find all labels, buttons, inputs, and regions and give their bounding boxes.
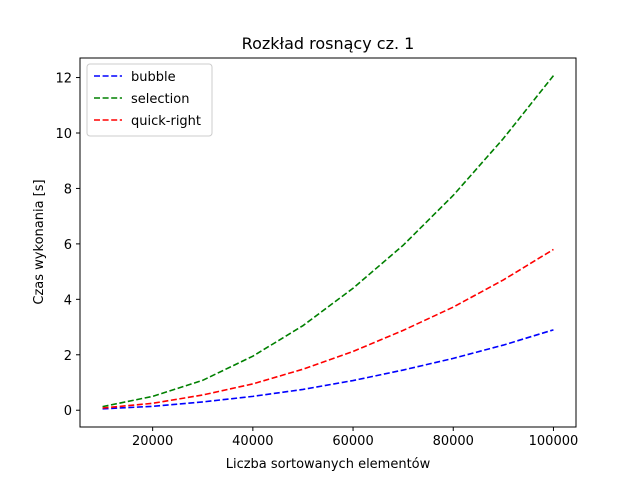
x-tick-label: 20000 <box>132 434 173 449</box>
y-tick-label: 10 <box>55 127 72 142</box>
y-tick-label: 8 <box>64 182 72 197</box>
y-axis-label: Czas wykonania [s] <box>32 179 47 304</box>
y-tick-label: 2 <box>64 349 72 364</box>
series-line-bubble <box>102 329 554 410</box>
y-tick-label: 6 <box>64 238 72 253</box>
x-axis-label: Liczba sortowanych elementów <box>226 457 431 472</box>
legend-label-selection: selection <box>131 92 189 107</box>
x-tick-label: 60000 <box>332 434 373 449</box>
legend-label-bubble: bubble <box>131 70 176 85</box>
legend-label-quick-right: quick-right <box>131 114 201 129</box>
series-line-quick-right <box>102 248 554 409</box>
y-tick-label: 4 <box>64 293 72 308</box>
plot-frame <box>79 57 577 428</box>
x-tick-label: 40000 <box>232 434 273 449</box>
x-tick-label: 80000 <box>433 434 474 449</box>
x-tick-label: 100000 <box>529 434 579 449</box>
y-axis: 0 2 4 6 8 10 12 <box>55 72 80 419</box>
chart-title: Rozkład rosnący cz. 1 <box>242 34 415 53</box>
series-line-selection <box>102 75 555 408</box>
y-tick-label: 12 <box>55 72 72 87</box>
legend: bubble selection quick-right <box>86 63 213 137</box>
y-tick-label: 0 <box>64 404 72 419</box>
legend-box <box>86 63 213 137</box>
x-axis: 20000 40000 60000 80000 100000 <box>132 427 578 449</box>
plot-lines <box>102 75 555 410</box>
